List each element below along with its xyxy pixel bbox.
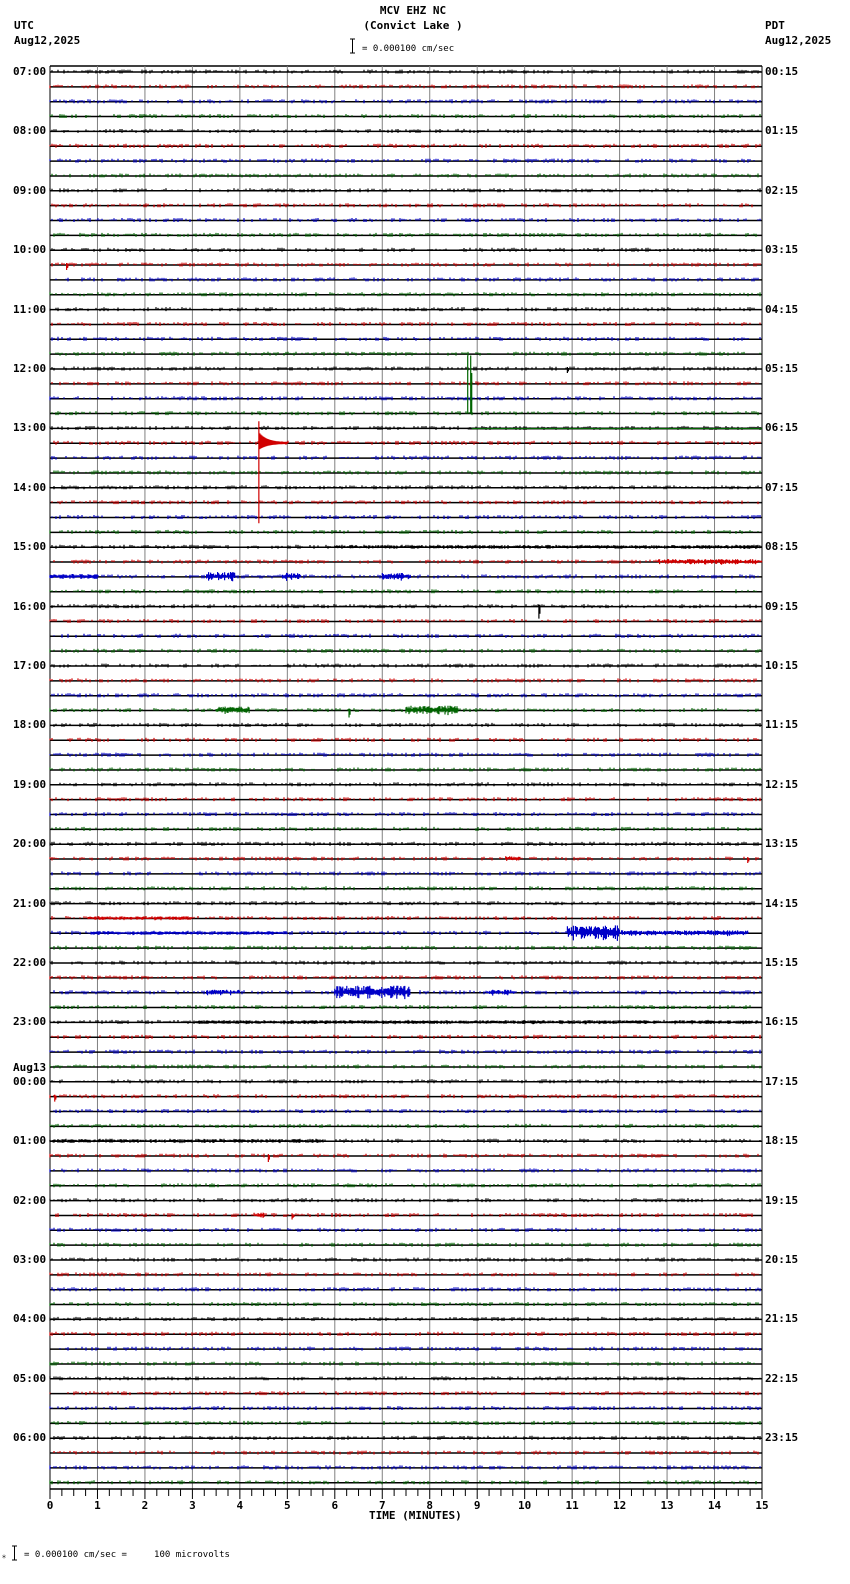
pdt-hour-label: 04:15 — [765, 302, 799, 316]
utc-hour-label: 00:00 — [13, 1074, 47, 1088]
scale-bar-icon — [349, 38, 356, 54]
pdt-hour-label: 03:15 — [765, 243, 799, 257]
pdt-hour-label: 21:15 — [765, 1312, 799, 1326]
utc-hour-label: 22:00 — [13, 956, 47, 969]
pdt-hour-label: 17:15 — [765, 1074, 799, 1088]
pdt-hour-label: 22:15 — [765, 1371, 799, 1385]
utc-date: Aug12,2025 — [14, 34, 81, 47]
station-location: (Convict Lake ) — [363, 19, 463, 32]
utc-hour-label: 12:00 — [13, 362, 47, 375]
pdt-hour-label: 02:15 — [765, 183, 799, 197]
pdt-hour-label: 20:15 — [765, 1253, 799, 1266]
utc-hour-label: 21:00 — [13, 896, 47, 910]
x-tick-label: 5 — [284, 1499, 291, 1512]
utc-hour-label: 03:00 — [13, 1253, 47, 1266]
pdt-hour-label: 15:15 — [765, 956, 799, 969]
x-tick-label: 11 — [565, 1499, 579, 1512]
pdt-hour-label: 16:15 — [765, 1015, 799, 1029]
x-tick-label: 2 — [141, 1499, 149, 1512]
x-tick-label: 10 — [518, 1499, 532, 1512]
x-tick-label: 9 — [473, 1499, 481, 1512]
utc-date-label: Aug13 — [13, 1060, 47, 1074]
pdt-hour-label: 11:15 — [765, 718, 799, 732]
pdt-hour-label: 10:15 — [765, 659, 799, 672]
utc-hour-label: 11:00 — [13, 302, 47, 316]
utc-hour-label: 18:00 — [13, 718, 47, 732]
utc-hour-label: 07:00 — [13, 65, 47, 78]
pdt-hour-label: 08:15 — [765, 540, 799, 554]
pdt-hour-label: 13:15 — [765, 837, 799, 851]
pdt-hour-label: 09:15 — [765, 599, 799, 613]
utc-hour-label: 02:00 — [13, 1193, 47, 1207]
utc-hour-label: 10:00 — [13, 243, 47, 257]
x-axis-label: TIME (MINUTES) — [369, 1509, 462, 1522]
x-tick-label: 0 — [46, 1499, 54, 1512]
pdt-hour-label: 19:15 — [765, 1193, 799, 1207]
utc-hour-label: 08:00 — [13, 124, 47, 138]
utc-hour-label: 05:00 — [13, 1371, 47, 1385]
x-tick-label: 13 — [660, 1499, 674, 1512]
utc-hour-label: 14:00 — [13, 480, 47, 494]
pdt-date: Aug12,2025 — [765, 34, 832, 47]
footer-scale-bar-icon — [11, 1545, 18, 1561]
x-tick-label: 12 — [612, 1499, 627, 1512]
x-tick-label: 1 — [94, 1499, 101, 1512]
utc-hour-label: 19:00 — [13, 777, 47, 791]
x-tick-label: 6 — [331, 1499, 339, 1512]
utc-hour-label: 04:00 — [13, 1312, 47, 1326]
pdt-label: PDT — [765, 19, 785, 32]
footer-scale-text: = 0.000100 cm/sec = 100 microvolts — [24, 1550, 230, 1560]
pdt-hour-label: 18:15 — [765, 1134, 799, 1148]
station-title: MCV EHZ NC — [379, 4, 447, 17]
utc-hour-label: 20:00 — [13, 837, 47, 851]
footer-prefix: ⁎ — [2, 1551, 6, 1560]
utc-hour-label: 06:00 — [13, 1431, 47, 1445]
x-tick-label: 7 — [378, 1499, 386, 1512]
pdt-hour-label: 12:15 — [765, 777, 799, 791]
utc-hour-label: 09:00 — [13, 183, 47, 197]
utc-hour-label: 17:00 — [13, 659, 47, 672]
pdt-hour-label: 06:15 — [765, 421, 799, 435]
pdt-hour-label: 07:15 — [765, 480, 799, 494]
utc-hour-label: 16:00 — [13, 599, 47, 613]
x-tick-label: 4 — [236, 1499, 244, 1512]
scale-text: = 0.000100 cm/sec — [362, 44, 455, 54]
pdt-hour-label: 23:15 — [765, 1431, 799, 1445]
pdt-hour-label: 14:15 — [765, 896, 799, 910]
utc-hour-label: 13:00 — [13, 421, 47, 435]
pdt-hour-label: 05:15 — [765, 362, 799, 375]
utc-label: UTC — [14, 19, 34, 32]
utc-hour-label: 15:00 — [13, 540, 47, 554]
x-tick-label: 15 — [755, 1499, 769, 1512]
pdt-hour-label: 01:15 — [765, 124, 799, 138]
pdt-hour-label: 00:15 — [765, 65, 799, 78]
x-tick-label: 8 — [426, 1499, 434, 1512]
utc-hour-label: 23:00 — [13, 1015, 47, 1029]
x-tick-label: 3 — [189, 1499, 196, 1512]
x-tick-label: 14 — [707, 1499, 722, 1512]
utc-hour-label: 01:00 — [13, 1134, 47, 1148]
